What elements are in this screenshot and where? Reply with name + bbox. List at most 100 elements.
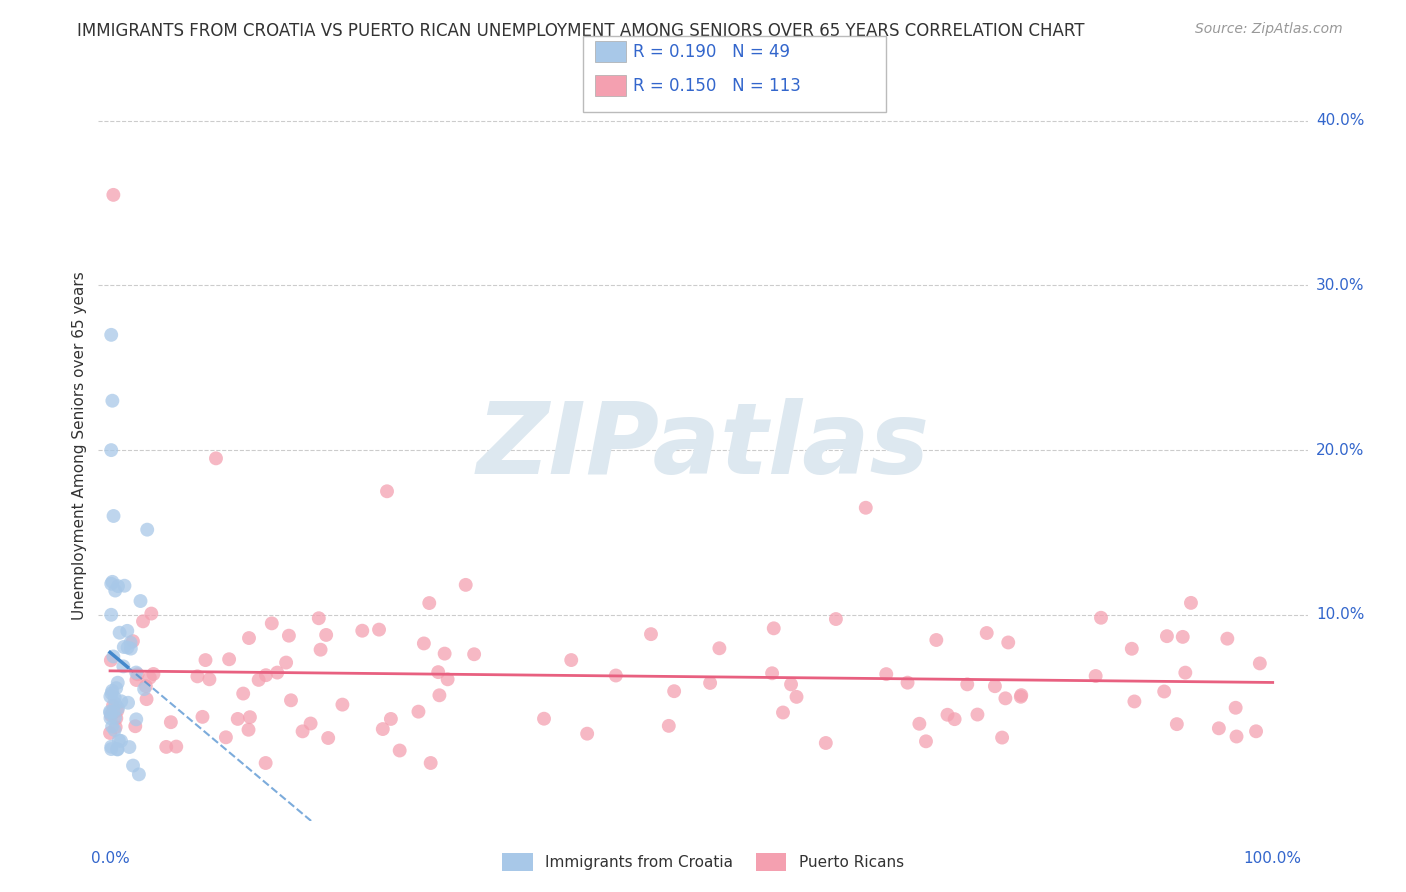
Point: [412, 636, 434, 650]
Point: [1244, 724, 1267, 739]
Point: [103, 508, 125, 523]
Point: [1010, 688, 1032, 702]
Point: [100, 327, 122, 342]
Point: [127, 667, 149, 681]
Point: [100, 686, 122, 700]
Point: [640, 627, 662, 641]
Point: [280, 693, 302, 707]
Point: [135, 679, 157, 693]
Point: [814, 736, 837, 750]
Point: [943, 712, 966, 726]
Point: [699, 676, 721, 690]
Point: [436, 673, 458, 687]
Point: [107, 579, 129, 593]
Point: [308, 611, 330, 625]
Point: [107, 701, 129, 715]
Text: IMMIGRANTS FROM CROATIA VS PUERTO RICAN UNEMPLOYMENT AMONG SENIORS OVER 65 YEARS: IMMIGRANTS FROM CROATIA VS PUERTO RICAN …: [77, 22, 1085, 40]
Point: [110, 694, 132, 708]
Point: [141, 607, 163, 621]
Point: [976, 626, 998, 640]
Text: 30.0%: 30.0%: [1316, 278, 1364, 293]
Point: [605, 668, 627, 682]
Point: [103, 649, 125, 664]
Point: [371, 722, 394, 736]
Point: [1208, 721, 1230, 735]
Point: [100, 443, 122, 458]
Point: [108, 625, 131, 640]
Point: [101, 720, 124, 734]
Point: [260, 616, 283, 631]
Point: [129, 594, 152, 608]
Point: [100, 711, 122, 725]
Point: [925, 632, 948, 647]
Point: [408, 705, 430, 719]
Point: [576, 727, 599, 741]
Point: [454, 578, 477, 592]
Point: [132, 615, 155, 629]
Text: R = 0.190   N = 49: R = 0.190 N = 49: [633, 43, 790, 61]
Text: R = 0.150   N = 113: R = 0.150 N = 113: [633, 77, 800, 95]
Point: [762, 621, 785, 635]
Point: [100, 607, 122, 622]
Point: [136, 523, 159, 537]
Text: 0.0%: 0.0%: [90, 851, 129, 866]
Point: [101, 574, 124, 589]
Point: [1123, 694, 1146, 708]
Point: [560, 653, 582, 667]
Point: [1153, 684, 1175, 698]
Point: [101, 393, 124, 408]
Point: [1249, 657, 1271, 671]
Point: [100, 576, 122, 591]
Point: [332, 698, 354, 712]
Point: [247, 673, 270, 687]
Point: [1090, 611, 1112, 625]
Point: [1225, 730, 1247, 744]
Point: [991, 731, 1014, 745]
Text: 100.0%: 100.0%: [1244, 851, 1302, 866]
Point: [375, 484, 398, 499]
Point: [122, 758, 145, 772]
Point: [226, 712, 249, 726]
Point: [215, 731, 238, 745]
Text: 40.0%: 40.0%: [1316, 113, 1364, 128]
Point: [103, 187, 125, 202]
Point: [98, 705, 121, 719]
Point: [107, 675, 129, 690]
Point: [98, 706, 121, 720]
Point: [274, 656, 297, 670]
Text: 20.0%: 20.0%: [1316, 442, 1364, 458]
Point: [100, 708, 122, 723]
Point: [114, 579, 136, 593]
Point: [105, 711, 128, 725]
Point: [1174, 665, 1197, 680]
Point: [266, 665, 288, 680]
Point: [104, 697, 127, 711]
Point: [120, 641, 142, 656]
Point: [418, 596, 440, 610]
Text: 10.0%: 10.0%: [1316, 607, 1364, 623]
Point: [1225, 700, 1247, 714]
Point: [128, 767, 150, 781]
Y-axis label: Unemployment Among Seniors over 65 years: Unemployment Among Seniors over 65 years: [72, 272, 87, 620]
Point: [463, 647, 485, 661]
Point: [277, 629, 299, 643]
Point: [966, 707, 988, 722]
Point: [1121, 641, 1143, 656]
Point: [994, 691, 1017, 706]
Text: ZIPatlas: ZIPatlas: [477, 398, 929, 494]
Point: [1084, 669, 1107, 683]
Point: [100, 742, 122, 756]
Point: [772, 706, 794, 720]
Point: [118, 740, 141, 755]
Point: [112, 640, 135, 654]
Point: [117, 624, 139, 638]
Point: [160, 715, 183, 730]
Point: [1010, 690, 1032, 704]
Point: [105, 742, 128, 756]
Point: [110, 734, 132, 748]
Point: [254, 756, 277, 770]
Point: [1171, 630, 1194, 644]
Point: [997, 635, 1019, 649]
Point: [124, 719, 146, 733]
Point: [239, 710, 262, 724]
